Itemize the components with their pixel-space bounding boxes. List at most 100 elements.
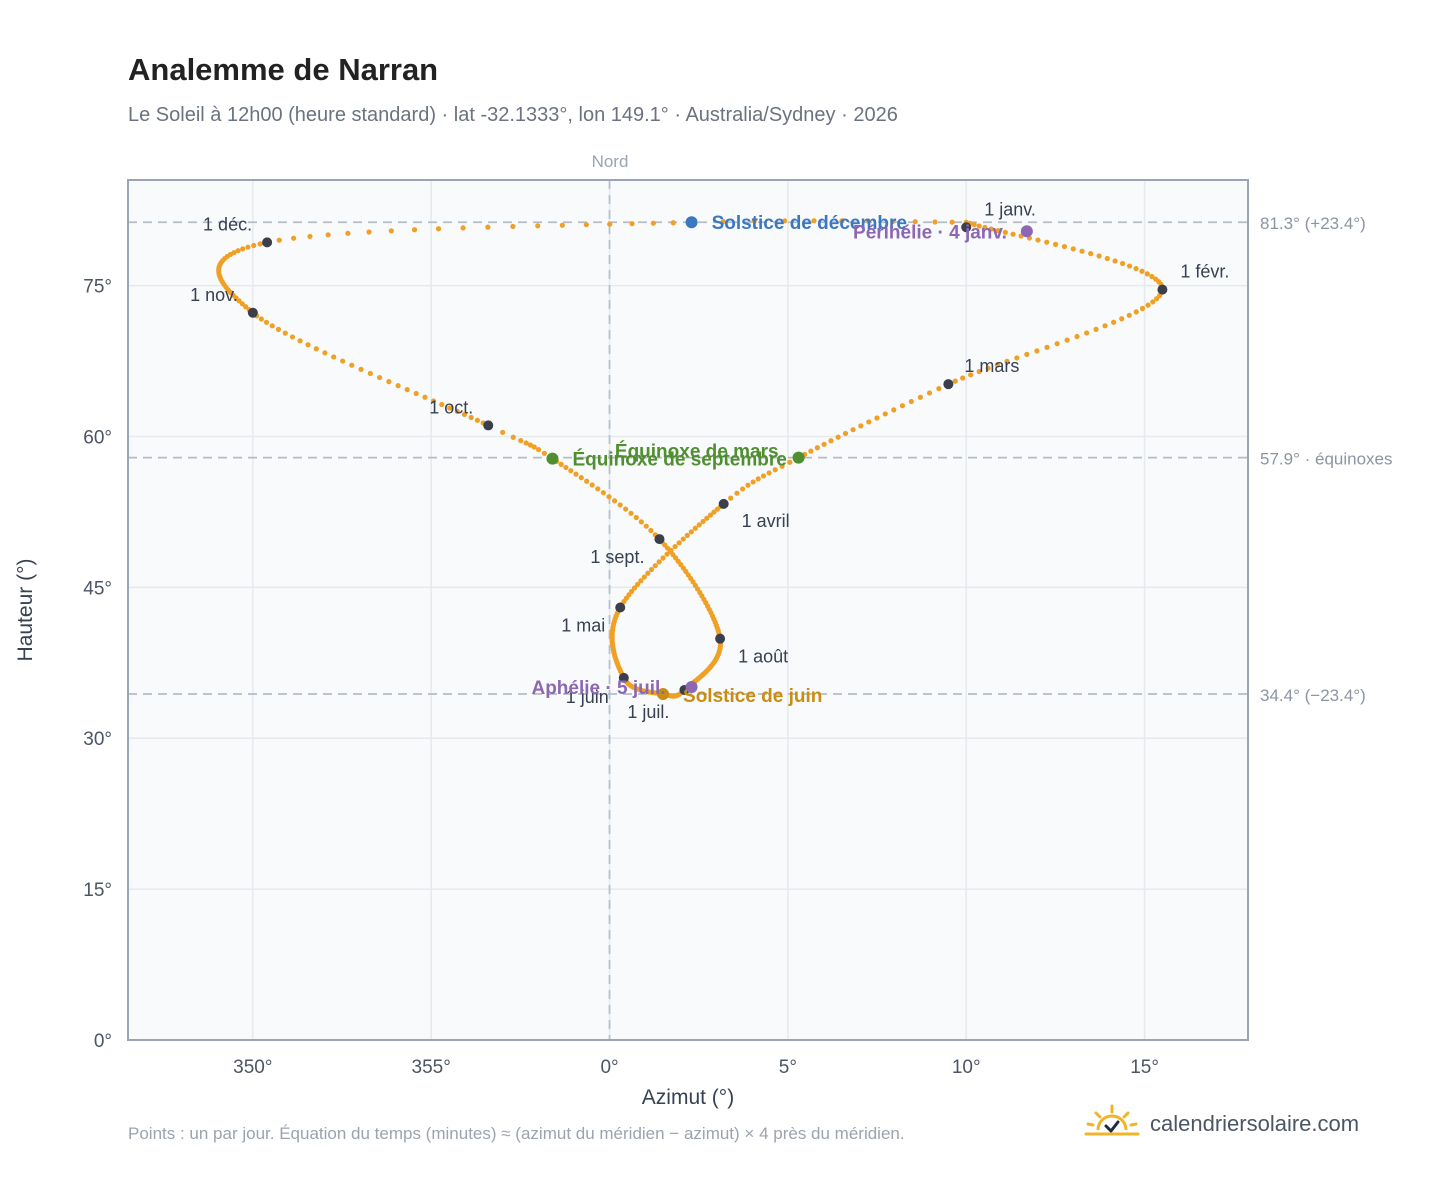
x-tick-label: 0° <box>600 1057 618 1078</box>
sun-position-point <box>439 401 445 408</box>
sun-position-point <box>349 362 355 368</box>
sun-position-point <box>607 221 613 227</box>
sun-position-point <box>1119 260 1126 267</box>
sun-position-point <box>527 442 533 448</box>
sun-position-point <box>460 225 466 231</box>
sun-position-point <box>688 529 694 535</box>
sun-position-point <box>1044 239 1050 245</box>
sun-position-point <box>676 540 682 546</box>
month-marker <box>1157 284 1168 295</box>
sun-position-point <box>692 525 698 531</box>
x-axis-ticks: 350° 355° 0° 5° 10° 15° <box>233 1057 1159 1078</box>
sun-position-point <box>652 563 658 569</box>
sun-position-point <box>435 226 442 232</box>
month-label: 1 sept. <box>590 547 644 567</box>
event-marker <box>1020 225 1033 238</box>
sun-position-point <box>650 220 656 226</box>
sun-position-point <box>474 417 481 423</box>
sun-position-point <box>704 515 710 521</box>
month-markers: 1 janv. 1 févr. 1 mars 1 avril 1 mai 1 juin 1 … <box>190 199 1229 722</box>
plot-background <box>128 180 1248 1040</box>
y-axis-ticks: 0° 15° 30° 45° 60° 75° <box>83 277 112 1052</box>
sun-position-point <box>340 358 346 364</box>
event-label: Solstice de décembre <box>712 213 907 234</box>
sun-position-point <box>648 527 654 534</box>
sun-position-point <box>995 228 1001 234</box>
month-marker <box>483 420 494 431</box>
brand-logo[interactable]: calendriersolaire.com <box>1084 1104 1359 1144</box>
sun-position-point <box>1079 248 1085 254</box>
sun-position-point <box>297 338 303 344</box>
sun-position-point <box>808 448 814 454</box>
y-tick-label: 0° <box>94 1031 112 1052</box>
sun-position-point <box>656 559 662 565</box>
sun-position-point <box>714 506 720 512</box>
sun-position-point <box>243 304 249 310</box>
sun-position-point <box>740 486 746 492</box>
sun-position-point <box>936 385 942 392</box>
month-marker <box>615 602 626 613</box>
sun-position-point <box>745 482 751 488</box>
sun-position-point <box>411 227 418 233</box>
sun-position-point <box>366 229 372 235</box>
sun-position-point <box>865 218 871 224</box>
reference-label: 34.4° (−23.4°) <box>1260 686 1366 705</box>
sun-position-point <box>772 467 778 473</box>
month-label: 1 avril <box>742 511 790 531</box>
sun-position-point <box>994 362 1000 368</box>
sun-position-point <box>568 468 574 474</box>
sun-position-point <box>700 518 706 525</box>
reference-label: 81.3° (+23.4°) <box>1260 214 1366 233</box>
sun-position-point <box>531 444 537 450</box>
sun-position-point <box>908 398 914 405</box>
sun-position-point <box>858 423 864 429</box>
month-label: 1 juil. <box>627 702 669 722</box>
sun-position-point <box>606 494 612 500</box>
sun-position-point <box>1088 250 1094 257</box>
sun-position-point <box>968 372 974 378</box>
sun-position-point <box>325 232 331 238</box>
x-tick-label: 350° <box>233 1057 272 1078</box>
sun-position-point <box>1133 309 1139 315</box>
event-label: Équinoxe de septembre <box>572 449 786 471</box>
sun-position-point <box>600 490 606 496</box>
sun-position-point <box>1133 266 1139 272</box>
sun-position-point <box>949 219 955 225</box>
event-marker <box>685 680 698 693</box>
sun-position-point <box>1064 337 1070 343</box>
sun-position-point <box>988 226 994 232</box>
sun-position-point <box>276 237 282 243</box>
sun-position-point <box>672 543 678 550</box>
event-marker <box>546 452 559 465</box>
sun-position-point <box>404 387 410 393</box>
sun-position-point <box>558 461 564 467</box>
sun-position-point <box>305 342 311 348</box>
sun-position-point <box>1145 302 1151 308</box>
sun-position-point <box>583 222 589 228</box>
sun-position-point <box>976 368 982 375</box>
sun-position-point <box>696 522 702 528</box>
sun-position-point <box>584 478 590 484</box>
sun-position-point <box>1024 351 1030 358</box>
sun-position-point <box>782 218 788 224</box>
sun-position-point <box>641 574 647 580</box>
x-tick-label: 10° <box>952 1057 981 1078</box>
sun-position-point <box>1093 326 1099 332</box>
sun-position-point <box>578 475 584 481</box>
sun-position-point <box>1104 255 1110 262</box>
sun-position-point <box>559 222 565 228</box>
month-marker <box>943 379 954 390</box>
north-label: Nord <box>592 152 629 171</box>
sun-position-point <box>917 394 923 400</box>
sun-position-point <box>960 375 966 381</box>
x-axis-label: Azimut (°) <box>642 1086 734 1109</box>
sun-position-point <box>413 390 419 397</box>
sun-position-point <box>291 235 297 241</box>
sun-position-point <box>307 233 313 240</box>
sun-position-point <box>447 405 453 411</box>
event-label: Aphélie · 5 juil. <box>531 678 665 699</box>
sun-position-point <box>648 566 655 573</box>
sun-position-point <box>518 438 524 444</box>
month-marker <box>961 222 972 233</box>
